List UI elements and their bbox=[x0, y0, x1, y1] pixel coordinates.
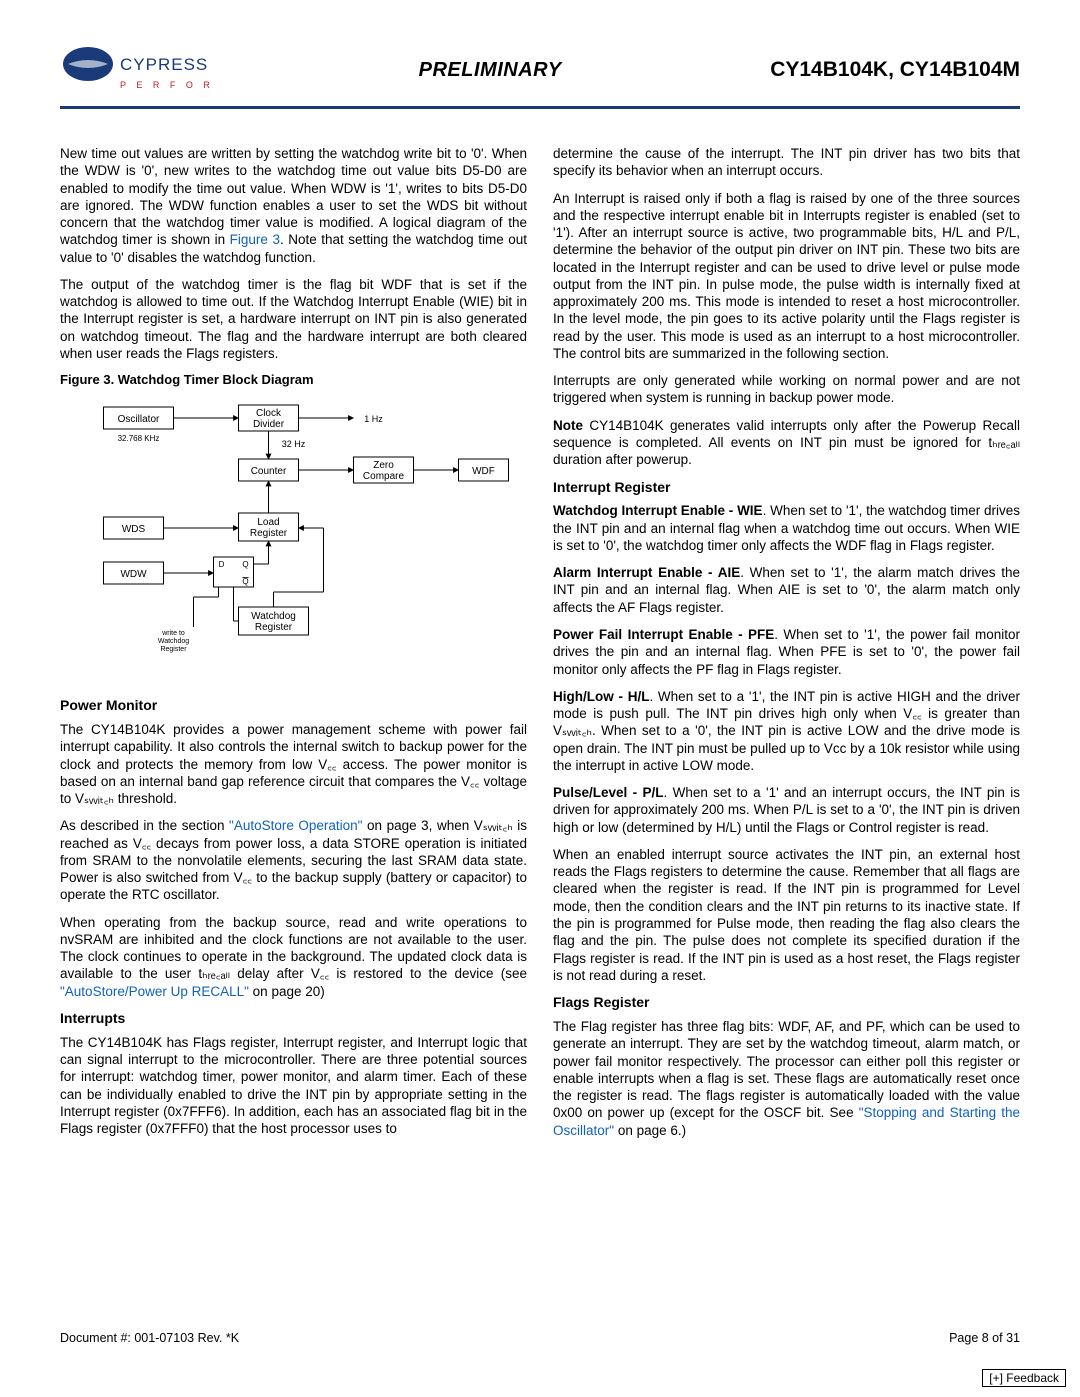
svg-text:WDS: WDS bbox=[122, 524, 146, 535]
svg-text:Oscillator: Oscillator bbox=[118, 414, 160, 425]
body-para: Alarm Interrupt Enable - AIE. When set t… bbox=[553, 564, 1020, 616]
body-para: Pulse/Level - P/L. When set to a '1' and… bbox=[553, 784, 1020, 836]
svg-text:Register: Register bbox=[250, 528, 288, 539]
logo: CYPRESS P E R F O R M bbox=[60, 40, 210, 100]
body-para: The CY14B104K provides a power managemen… bbox=[60, 721, 527, 807]
body-para: High/Low - H/L. When set to a '1', the I… bbox=[553, 688, 1020, 774]
preliminary-label: PRELIMINARY bbox=[419, 59, 562, 82]
svg-text:WDW: WDW bbox=[120, 569, 147, 580]
svg-text:WDF: WDF bbox=[472, 466, 495, 477]
body-para: determine the cause of the interrupt. Th… bbox=[553, 145, 1020, 180]
recall-link[interactable]: "AutoStore/Power Up RECALL" bbox=[60, 984, 249, 999]
svg-text:Clock: Clock bbox=[256, 408, 282, 419]
svg-text:Compare: Compare bbox=[363, 471, 405, 482]
body-para: Note CY14B104K generates valid interrupt… bbox=[553, 417, 1020, 469]
svg-text:Q: Q bbox=[242, 560, 248, 569]
cypress-logo-icon: CYPRESS P E R F O R M bbox=[60, 40, 210, 100]
body-para: New time out values are written by setti… bbox=[60, 145, 527, 266]
body-para: The CY14B104K has Flags register, Interr… bbox=[60, 1034, 527, 1138]
feedback-button[interactable]: [+] Feedback bbox=[982, 1369, 1066, 1387]
figure-caption: Figure 3. Watchdog Timer Block Diagram bbox=[60, 372, 527, 389]
body-para: When an enabled interrupt source activat… bbox=[553, 846, 1020, 984]
flags-register-heading: Flags Register bbox=[553, 994, 1020, 1012]
svg-text:Load: Load bbox=[257, 517, 279, 528]
autostore-link[interactable]: "AutoStore Operation" bbox=[229, 818, 362, 833]
body-para: The output of the watchdog timer is the … bbox=[60, 276, 527, 362]
svg-text:32.768 KHz: 32.768 KHz bbox=[118, 434, 160, 443]
svg-text:Register: Register bbox=[160, 646, 187, 653]
svg-text:Q: Q bbox=[242, 577, 248, 586]
body-para: As described in the section "AutoStore O… bbox=[60, 817, 527, 903]
body-para: Power Fail Interrupt Enable - PFE. When … bbox=[553, 626, 1020, 678]
svg-text:D: D bbox=[219, 560, 225, 569]
svg-text:write to: write to bbox=[161, 630, 185, 637]
header-rule bbox=[60, 106, 1020, 109]
svg-text:CYPRESS: CYPRESS bbox=[120, 55, 208, 74]
body-para: An Interrupt is raised only if both a fl… bbox=[553, 190, 1020, 363]
content-columns: New time out values are written by setti… bbox=[60, 145, 1020, 1149]
body-para: Watchdog Interrupt Enable - WIE. When se… bbox=[553, 502, 1020, 554]
figure-link[interactable]: Figure 3 bbox=[230, 232, 280, 247]
power-monitor-heading: Power Monitor bbox=[60, 697, 527, 715]
body-para: The Flag register has three flag bits: W… bbox=[553, 1018, 1020, 1139]
part-numbers: CY14B104K, CY14B104M bbox=[770, 58, 1020, 82]
svg-text:P E R F O R M: P E R F O R M bbox=[120, 80, 210, 90]
page-footer: Document #: 001-07103 Rev. *K Page 8 of … bbox=[60, 1331, 1020, 1345]
right-column: determine the cause of the interrupt. Th… bbox=[553, 145, 1020, 1149]
svg-text:1 Hz: 1 Hz bbox=[364, 414, 383, 424]
svg-text:Divider: Divider bbox=[253, 419, 285, 430]
svg-text:Counter: Counter bbox=[251, 466, 287, 477]
page-number: Page 8 of 31 bbox=[949, 1331, 1020, 1345]
svg-text:32 Hz: 32 Hz bbox=[282, 439, 306, 449]
interrupts-heading: Interrupts bbox=[60, 1010, 527, 1028]
svg-text:Zero: Zero bbox=[373, 460, 394, 471]
svg-text:Register: Register bbox=[255, 622, 293, 633]
watchdog-block-diagram: Oscillator Clock Divider 1 Hz 32.768 KHz… bbox=[60, 397, 527, 677]
svg-text:Watchdog: Watchdog bbox=[251, 611, 296, 622]
svg-text:Watchdog: Watchdog bbox=[158, 638, 189, 645]
document-number: Document #: 001-07103 Rev. *K bbox=[60, 1331, 239, 1345]
page-header: CYPRESS P E R F O R M PRELIMINARY CY14B1… bbox=[60, 40, 1020, 100]
body-para: Interrupts are only generated while work… bbox=[553, 372, 1020, 407]
left-column: New time out values are written by setti… bbox=[60, 145, 527, 1149]
body-para: When operating from the backup source, r… bbox=[60, 914, 527, 1000]
interrupt-register-heading: Interrupt Register bbox=[553, 479, 1020, 497]
